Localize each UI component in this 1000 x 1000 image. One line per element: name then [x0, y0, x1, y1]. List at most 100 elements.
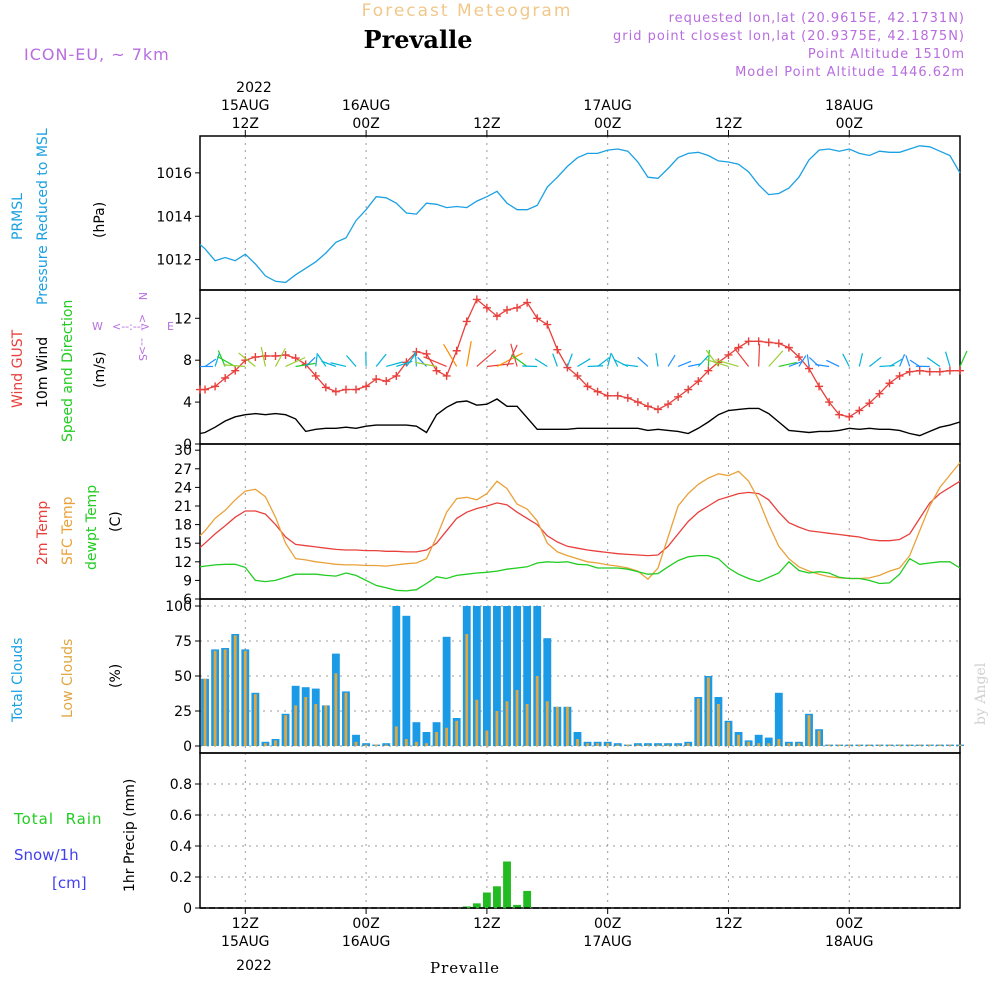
top-time-label: 12Z: [715, 116, 742, 132]
temperature-ytick-label: 24: [174, 480, 192, 496]
wind-direction-arrow: [597, 357, 610, 367]
wind-direction-arrow: [423, 356, 447, 368]
total-cloud-bar: [402, 615, 411, 746]
wind-direction-arrow: [778, 361, 797, 368]
low-cloud-bar: [485, 730, 489, 746]
temp-dewpt-label: dewpt Temp: [84, 485, 100, 570]
low-cloud-bar: [264, 743, 267, 746]
low-cloud-bar: [616, 744, 620, 746]
temperature-ytick-label: 15: [174, 536, 192, 552]
low-cloud-bar: [908, 744, 912, 746]
snow-unit: [cm]: [52, 874, 87, 892]
wind-frame: [199, 289, 961, 445]
low-cloud-bar: [586, 743, 589, 746]
total-cloud-bar: [764, 737, 773, 746]
wind-gust-marker: [291, 354, 300, 363]
bottom-time-label: 16AUG: [342, 934, 391, 950]
wind-gust-marker: [341, 385, 350, 394]
wind-gust-marker: [251, 353, 260, 362]
low-cloud-bar: [455, 720, 459, 746]
wind-gust-marker: [513, 303, 522, 312]
wind-direction-arrow: [260, 346, 267, 367]
bottom-time-label: 00Z: [836, 916, 863, 932]
wind-direction-arrow: [806, 354, 810, 367]
low-cloud-bar: [596, 743, 600, 746]
total-cloud-bar: [472, 606, 481, 746]
wind-direction-arrow: [705, 349, 719, 367]
low-cloud-bar: [314, 704, 318, 746]
wind-direction-arrow: [758, 343, 761, 367]
bottom-time-label: 12Z: [715, 916, 742, 932]
wind-gust-marker: [271, 352, 280, 360]
compass-row: <--:-->: [112, 320, 150, 333]
wind-gust-marker: [794, 353, 803, 362]
wind-gust-marker: [905, 367, 914, 376]
wind-gust-marker: [503, 305, 512, 314]
low-cloud-bar: [727, 722, 730, 746]
low-cloud-bar: [394, 726, 398, 746]
wind-gust-marker: [674, 392, 683, 401]
wind-direction-arrow: [534, 358, 548, 367]
wind-gust-marker: [422, 349, 431, 358]
precip-ytick-label: 0.2: [170, 870, 192, 886]
wind-direction-arrow: [889, 358, 903, 367]
top-time-label: 16AUG: [342, 98, 391, 114]
wind-direction-arrow: [285, 356, 306, 368]
low-cloud-bar: [223, 649, 227, 746]
wind-gust-marker: [945, 366, 954, 375]
total-cloud-bar: [422, 732, 431, 746]
compass-lower-arrow: -->: [136, 338, 149, 355]
top-time-label: 15AUG: [221, 98, 270, 114]
top-time-label: 00Z: [836, 116, 863, 132]
wind-direction-arrow: [715, 359, 739, 368]
wind-gust-marker: [221, 374, 230, 382]
rain-bar: [472, 903, 481, 908]
wind-direction-arrow: [386, 361, 403, 368]
bottom-time-label: 12Z: [232, 916, 259, 932]
low-cloud-bar: [213, 650, 217, 746]
low-cloud-bar: [757, 743, 761, 746]
total-cloud-bar: [493, 606, 501, 746]
wind-direction-arrow: [959, 350, 968, 367]
low-cloud-bar: [445, 727, 449, 746]
footer-place: Prevalle: [430, 959, 500, 977]
low-cloud-bar: [777, 739, 781, 746]
wind-speed-direction-label: Speed and Direction: [60, 300, 76, 442]
wind-direction-arrow: [869, 356, 882, 367]
temp-sfc-line: [199, 462, 961, 581]
wind-gust-marker: [442, 371, 451, 380]
wind-gust-marker: [855, 406, 864, 415]
low-cloud-bar: [545, 701, 549, 746]
wind-gust-marker: [643, 402, 652, 411]
wind-gust-marker: [412, 347, 421, 356]
grid-point-coordinates: grid point closest lon,lat (20.9375E, 42…: [613, 29, 965, 44]
pressure-ytick-label: 1014: [156, 209, 192, 225]
low-cloud-bar: [253, 694, 257, 746]
compass-north: N: [136, 292, 149, 300]
wind-gust-marker: [321, 383, 330, 392]
wind-direction-arrow: [587, 365, 604, 368]
wind-gust-marker: [724, 350, 733, 359]
wind-direction-arrow: [315, 352, 318, 367]
wind-direction-arrow: [217, 355, 236, 367]
low-cloud-bar: [515, 690, 519, 746]
bottom-time-label: 17AUG: [583, 934, 632, 950]
wind-gust-marker: [523, 298, 532, 307]
total-cloud-bar: [412, 722, 421, 746]
wind-gust-marker: [553, 345, 562, 354]
low-cloud-bar: [354, 741, 358, 746]
total-cloud-bar: [754, 734, 763, 746]
low-cloud-bar: [807, 715, 811, 746]
wind-gust-marker: [865, 399, 874, 408]
wind-direction-arrow: [510, 354, 528, 367]
wind-ytick-label: 8: [183, 353, 192, 369]
low-cloud-bar: [233, 635, 237, 746]
rain-bar: [513, 904, 522, 908]
wind-direction-arrow: [214, 352, 221, 367]
total-cloud-bar: [392, 606, 401, 746]
wind-direction-arrow: [705, 358, 729, 368]
clouds-unit: (%): [108, 664, 124, 688]
top-time-label: 18AUG: [825, 98, 874, 114]
